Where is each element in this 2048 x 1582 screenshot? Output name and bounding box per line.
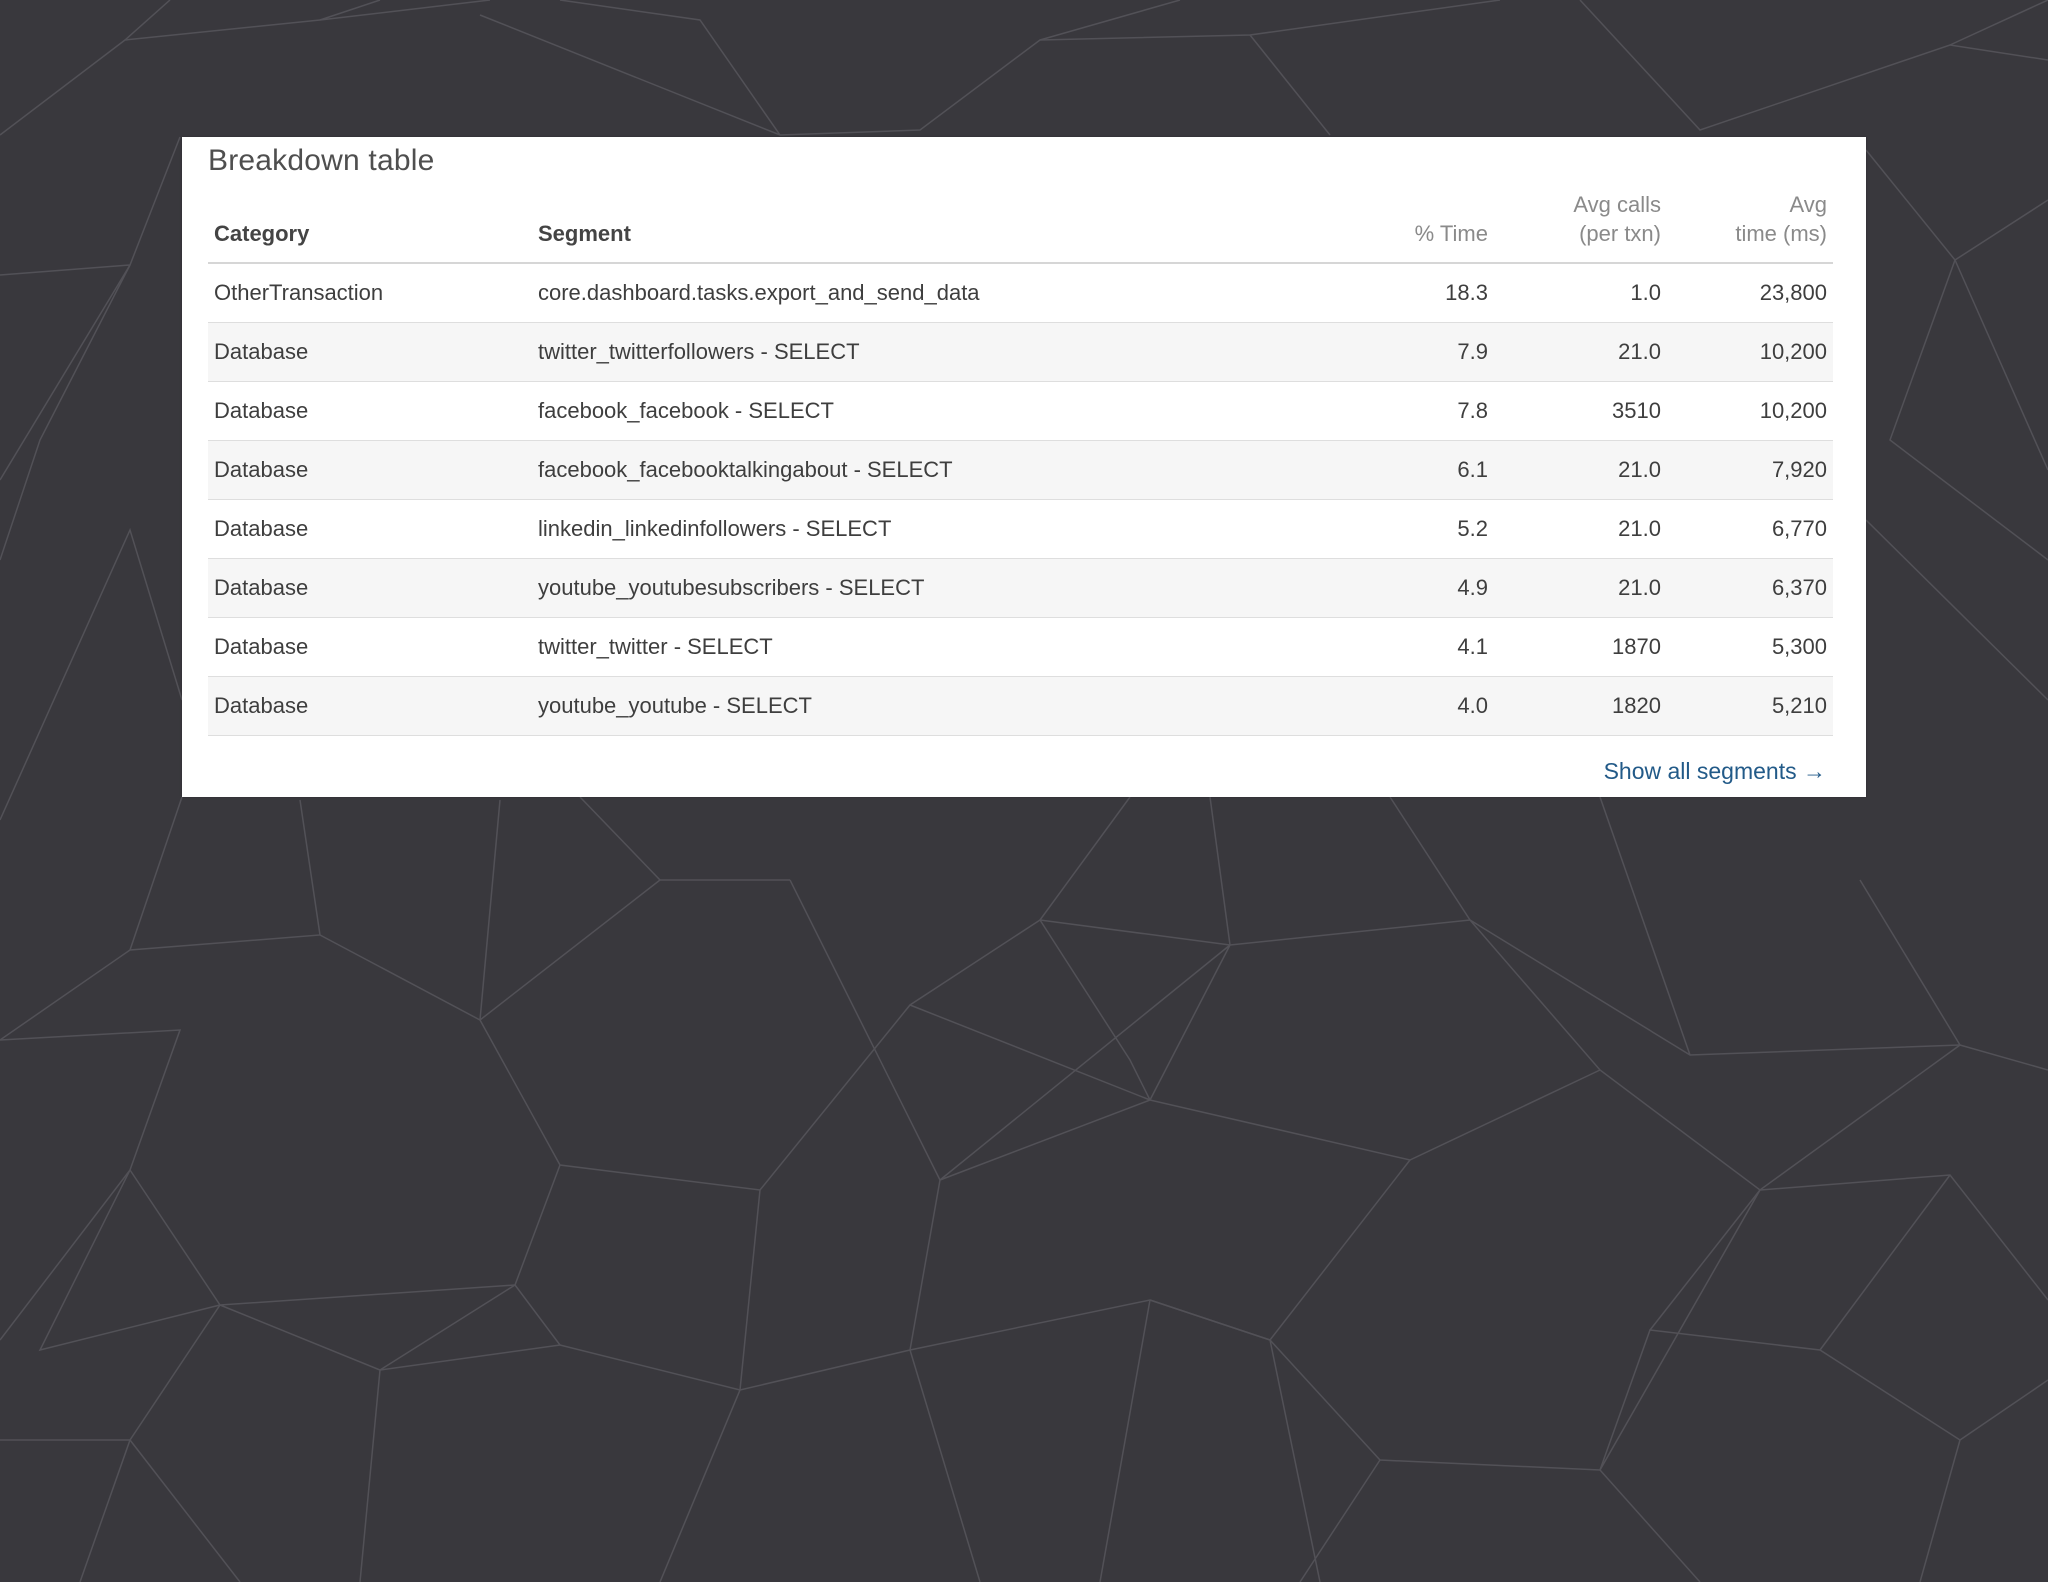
cell-avg-calls: 1870 — [1494, 617, 1667, 677]
cell-category: Database — [208, 499, 532, 559]
cell-avg-calls: 21.0 — [1494, 499, 1667, 559]
cell-pct-time: 6.1 — [1377, 440, 1494, 500]
column-header-avg-time[interactable]: Avg time (ms) — [1667, 189, 1833, 264]
show-all-segments-link[interactable]: Show all segments → — [1603, 758, 1826, 784]
breakdown-panel: Breakdown table Category Segment % Time … — [182, 137, 1866, 797]
cell-pct-time: 4.9 — [1377, 558, 1494, 618]
cell-avg-time: 6,370 — [1667, 558, 1833, 618]
cell-avg-calls: 21.0 — [1494, 558, 1667, 618]
cell-pct-time: 4.0 — [1377, 676, 1494, 736]
avg-time-header-line1: Avg — [1789, 192, 1827, 217]
cell-avg-time: 23,800 — [1667, 263, 1833, 323]
cell-avg-time: 10,200 — [1667, 381, 1833, 441]
cell-pct-time: 7.9 — [1377, 322, 1494, 382]
table-row[interactable]: Database twitter_twitter - SELECT 4.1 18… — [208, 617, 1833, 677]
cell-category: Database — [208, 381, 532, 441]
cell-avg-time: 5,210 — [1667, 676, 1833, 736]
cell-pct-time: 7.8 — [1377, 381, 1494, 441]
table-row[interactable]: Database facebook_facebooktalkingabout -… — [208, 440, 1833, 500]
cell-segment: core.dashboard.tasks.export_and_send_dat… — [532, 263, 1377, 323]
cell-category: Database — [208, 558, 532, 618]
cell-segment: linkedin_linkedinfollowers - SELECT — [532, 499, 1377, 559]
column-header-pct-time[interactable]: % Time — [1377, 189, 1494, 264]
table-row[interactable]: Database youtube_youtube - SELECT 4.0 18… — [208, 676, 1833, 736]
cell-avg-time: 7,920 — [1667, 440, 1833, 500]
column-header-avg-calls[interactable]: Avg calls (per txn) — [1494, 189, 1667, 264]
cell-segment: youtube_youtubesubscribers - SELECT — [532, 558, 1377, 618]
cell-category: OtherTransaction — [208, 263, 532, 323]
cell-avg-time: 5,300 — [1667, 617, 1833, 677]
cell-category: Database — [208, 617, 532, 677]
column-header-segment[interactable]: Segment — [532, 189, 1377, 264]
cell-avg-calls: 21.0 — [1494, 322, 1667, 382]
cell-category: Database — [208, 440, 532, 500]
cell-avg-time: 10,200 — [1667, 322, 1833, 382]
cell-segment: twitter_twitter - SELECT — [532, 617, 1377, 677]
table-row[interactable]: Database facebook_facebook - SELECT 7.8 … — [208, 381, 1833, 441]
cell-pct-time: 18.3 — [1377, 263, 1494, 323]
cell-avg-calls: 1.0 — [1494, 263, 1667, 323]
cell-category: Database — [208, 322, 532, 382]
cell-segment: facebook_facebook - SELECT — [532, 381, 1377, 441]
cell-segment: twitter_twitterfollowers - SELECT — [532, 322, 1377, 382]
table-row[interactable]: Database youtube_youtubesubscribers - SE… — [208, 558, 1833, 618]
cell-pct-time: 5.2 — [1377, 499, 1494, 559]
table-row[interactable]: Database linkedin_linkedinfollowers - SE… — [208, 499, 1833, 559]
cell-segment: facebook_facebooktalkingabout - SELECT — [532, 440, 1377, 500]
table-row[interactable]: OtherTransaction core.dashboard.tasks.ex… — [208, 263, 1833, 323]
panel-title: Breakdown table — [208, 144, 435, 177]
avg-calls-header-line2: (per txn) — [1579, 221, 1661, 246]
cell-avg-time: 6,770 — [1667, 499, 1833, 559]
cell-category: Database — [208, 676, 532, 736]
breakdown-table: Category Segment % Time Avg calls (per t… — [208, 189, 1833, 736]
cell-pct-time: 4.1 — [1377, 617, 1494, 677]
column-header-category[interactable]: Category — [208, 189, 532, 264]
cell-segment: youtube_youtube - SELECT — [532, 676, 1377, 736]
avg-time-header-line2: time (ms) — [1735, 221, 1827, 246]
cell-avg-calls: 3510 — [1494, 381, 1667, 441]
cell-avg-calls: 21.0 — [1494, 440, 1667, 500]
avg-calls-header-line1: Avg calls — [1573, 192, 1661, 217]
table-row[interactable]: Database twitter_twitterfollowers - SELE… — [208, 322, 1833, 382]
table-header-row: Category Segment % Time Avg calls (per t… — [208, 189, 1833, 264]
cell-avg-calls: 1820 — [1494, 676, 1667, 736]
